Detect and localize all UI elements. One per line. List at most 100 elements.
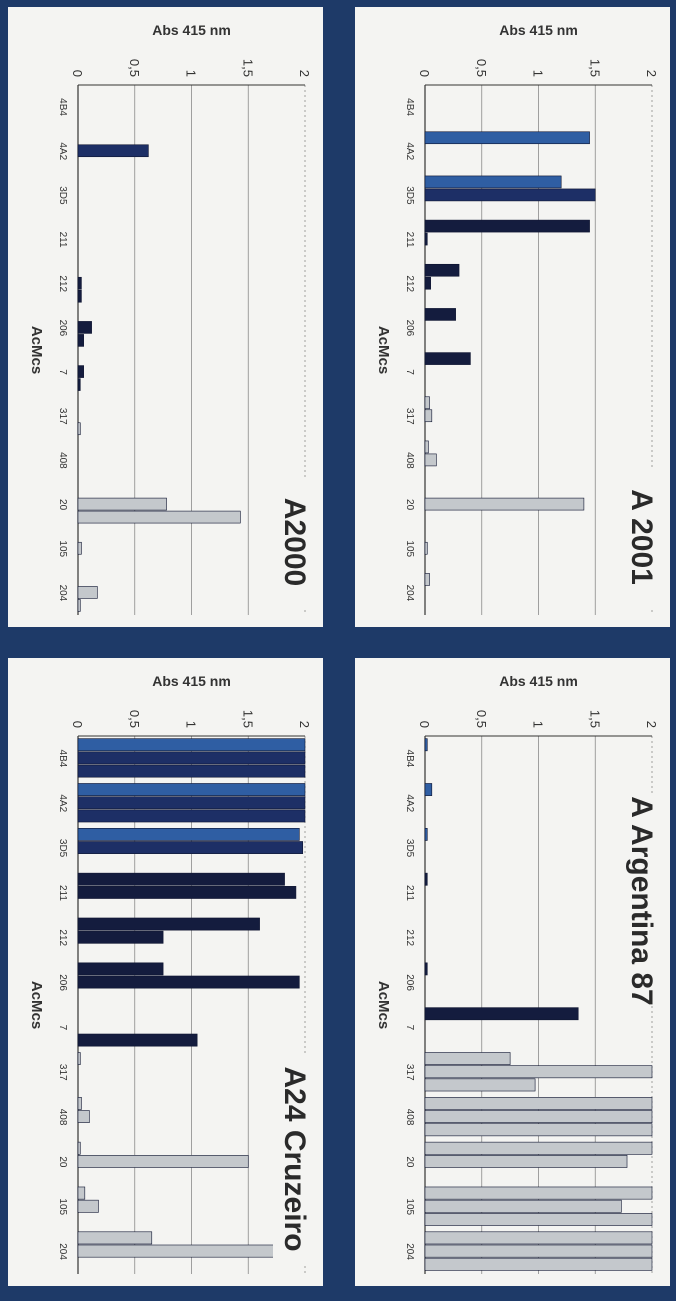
bar bbox=[77, 828, 300, 841]
chart-panel: 0 0,5 1 1,5 2 Abs 415 nm 4B4 4A2 3D5 211 212 206 7 31… bbox=[355, 7, 670, 627]
x-tick-label: 4B4 bbox=[57, 750, 68, 768]
x-tick-label: 20 bbox=[57, 499, 68, 511]
x-tick-label: 7 bbox=[57, 369, 68, 375]
bar bbox=[424, 352, 471, 365]
bar bbox=[77, 1186, 86, 1200]
bar bbox=[424, 219, 590, 233]
bar bbox=[424, 1155, 628, 1168]
x-axis-label: AcMcs bbox=[375, 326, 392, 374]
bar bbox=[424, 1052, 511, 1065]
x-tick-label: 105 bbox=[57, 1198, 68, 1215]
bar bbox=[77, 962, 164, 976]
x-tick-label: 20 bbox=[57, 1156, 68, 1168]
x-tick-label: 3D5 bbox=[404, 186, 415, 205]
bar bbox=[424, 783, 433, 796]
bar bbox=[424, 1199, 622, 1213]
y-tick-label: 2 bbox=[297, 70, 312, 77]
x-axis-label: AcMcs bbox=[375, 981, 392, 1029]
bar bbox=[424, 828, 428, 841]
bar bbox=[77, 872, 285, 886]
chart-title: A2000 bbox=[278, 498, 311, 586]
chart-title: A 2001 bbox=[625, 489, 658, 585]
bar bbox=[77, 1141, 81, 1155]
x-tick-label: 20 bbox=[404, 499, 415, 511]
x-tick-label: 408 bbox=[404, 1109, 415, 1126]
bar bbox=[424, 308, 456, 321]
bar bbox=[77, 276, 82, 290]
y-tick-label: 1,5 bbox=[587, 59, 602, 77]
x-tick-label: 204 bbox=[57, 1243, 68, 1260]
y-axis-label: Abs 415 nm bbox=[499, 673, 578, 689]
x-tick-label: 206 bbox=[57, 974, 68, 991]
x-tick-label: 20 bbox=[404, 1156, 415, 1168]
bar bbox=[77, 422, 81, 436]
x-tick-label: 3D5 bbox=[404, 839, 415, 858]
bar bbox=[77, 144, 149, 158]
y-tick-label: 1 bbox=[531, 70, 546, 77]
bar bbox=[424, 440, 429, 454]
x-tick-label: 3D5 bbox=[57, 839, 68, 858]
x-tick-label: 408 bbox=[57, 1109, 68, 1126]
y-tick-label: 0 bbox=[417, 721, 432, 728]
bar bbox=[424, 409, 433, 423]
y-tick-label: 0 bbox=[70, 70, 85, 77]
bar bbox=[77, 783, 306, 796]
x-tick-label: 212 bbox=[404, 275, 415, 292]
x-axis-label: AcMcs bbox=[28, 981, 45, 1029]
y-tick-label: 1,5 bbox=[587, 710, 602, 728]
panel-background bbox=[8, 7, 323, 627]
x-tick-label: 4A2 bbox=[404, 142, 415, 160]
bar bbox=[77, 289, 82, 303]
title-box bbox=[620, 467, 666, 607]
y-axis-label: Abs 415 nm bbox=[152, 22, 231, 38]
bar bbox=[77, 541, 82, 555]
panel-background bbox=[355, 7, 670, 627]
y-tick-label: 1 bbox=[531, 721, 546, 728]
y-tick-label: 0,5 bbox=[127, 59, 142, 77]
bar bbox=[77, 1231, 153, 1245]
x-tick-label: 7 bbox=[57, 1025, 68, 1031]
x-axis-label: AcMcs bbox=[28, 326, 45, 374]
bar bbox=[424, 962, 428, 976]
x-tick-label: 317 bbox=[404, 1064, 415, 1081]
bar bbox=[77, 930, 164, 944]
bar bbox=[424, 396, 430, 410]
bar bbox=[77, 886, 297, 899]
y-tick-label: 1 bbox=[184, 70, 199, 77]
x-tick-label: 105 bbox=[57, 540, 68, 557]
bar bbox=[424, 188, 596, 202]
x-tick-label: 212 bbox=[57, 275, 68, 292]
bar bbox=[77, 796, 306, 810]
bar bbox=[424, 738, 428, 752]
bar bbox=[77, 751, 306, 765]
bar bbox=[424, 263, 460, 277]
y-tick-label: 0 bbox=[70, 721, 85, 728]
bar bbox=[424, 1257, 653, 1271]
chart-title: A Argentina 87 bbox=[625, 796, 658, 1006]
x-tick-label: 206 bbox=[57, 320, 68, 337]
x-tick-label: 212 bbox=[57, 929, 68, 946]
y-axis-label: Abs 415 nm bbox=[499, 22, 578, 38]
bar bbox=[77, 1199, 99, 1213]
bar bbox=[77, 841, 304, 854]
x-tick-label: 206 bbox=[404, 320, 415, 337]
bar bbox=[424, 1123, 653, 1137]
bar bbox=[77, 1033, 198, 1047]
y-tick-label: 1,5 bbox=[240, 59, 255, 77]
x-tick-label: 211 bbox=[57, 885, 68, 901]
x-tick-label: 105 bbox=[404, 1198, 415, 1215]
y-axis-label: Abs 415 nm bbox=[152, 673, 231, 689]
chart-panel: 0 0,5 1 1,5 2 Abs 415 nm 4B4 4A2 3D5 211 212 206 7 31… bbox=[8, 7, 323, 627]
x-tick-label: 204 bbox=[404, 1243, 415, 1260]
bar bbox=[77, 510, 241, 524]
title-box bbox=[620, 796, 666, 1006]
y-tick-label: 2 bbox=[644, 721, 659, 728]
x-tick-label: 105 bbox=[404, 540, 415, 557]
title-box bbox=[273, 477, 319, 607]
bar bbox=[424, 131, 590, 145]
bar bbox=[77, 599, 81, 612]
bar bbox=[77, 365, 84, 378]
x-tick-label: 212 bbox=[404, 929, 415, 946]
bar bbox=[424, 1141, 653, 1155]
